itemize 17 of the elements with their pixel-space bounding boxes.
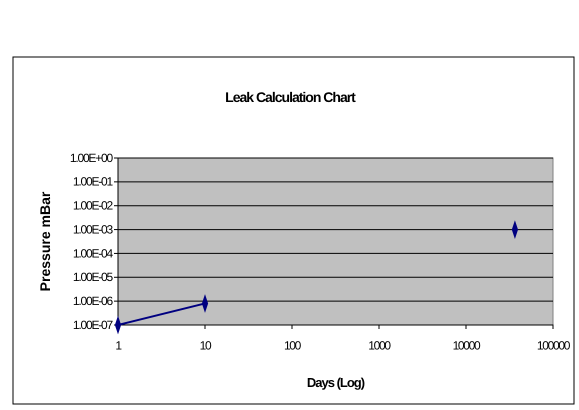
y-tick-label: 1.00E-01 [72,174,114,189]
x-tick-label: 10000 [452,338,482,353]
y-axis-title: Pressure mBar [37,191,53,292]
y-tick-label: 1.00E-03 [72,222,114,236]
y-tick-label: 1.00E-04 [72,246,114,260]
x-tick-label: 1000 [368,338,392,353]
y-tick-label: 1.00E-02 [72,198,114,213]
x-tick-label: 100000 [536,338,571,353]
x-tick-label: 100 [284,338,302,353]
chart-title: Leak Calculation Chart [225,89,356,105]
x-tick-label: 10 [200,338,212,353]
x-axis-title: Days (Log) [306,375,365,390]
x-tick-label: 1 [115,338,122,353]
y-tick-label: 1.00E-05 [72,270,114,284]
y-tick-label: 1.00E-06 [72,294,114,308]
y-tick-label: 1.00E+00 [70,150,114,165]
y-tick-label: 1.00E-07 [72,318,114,332]
